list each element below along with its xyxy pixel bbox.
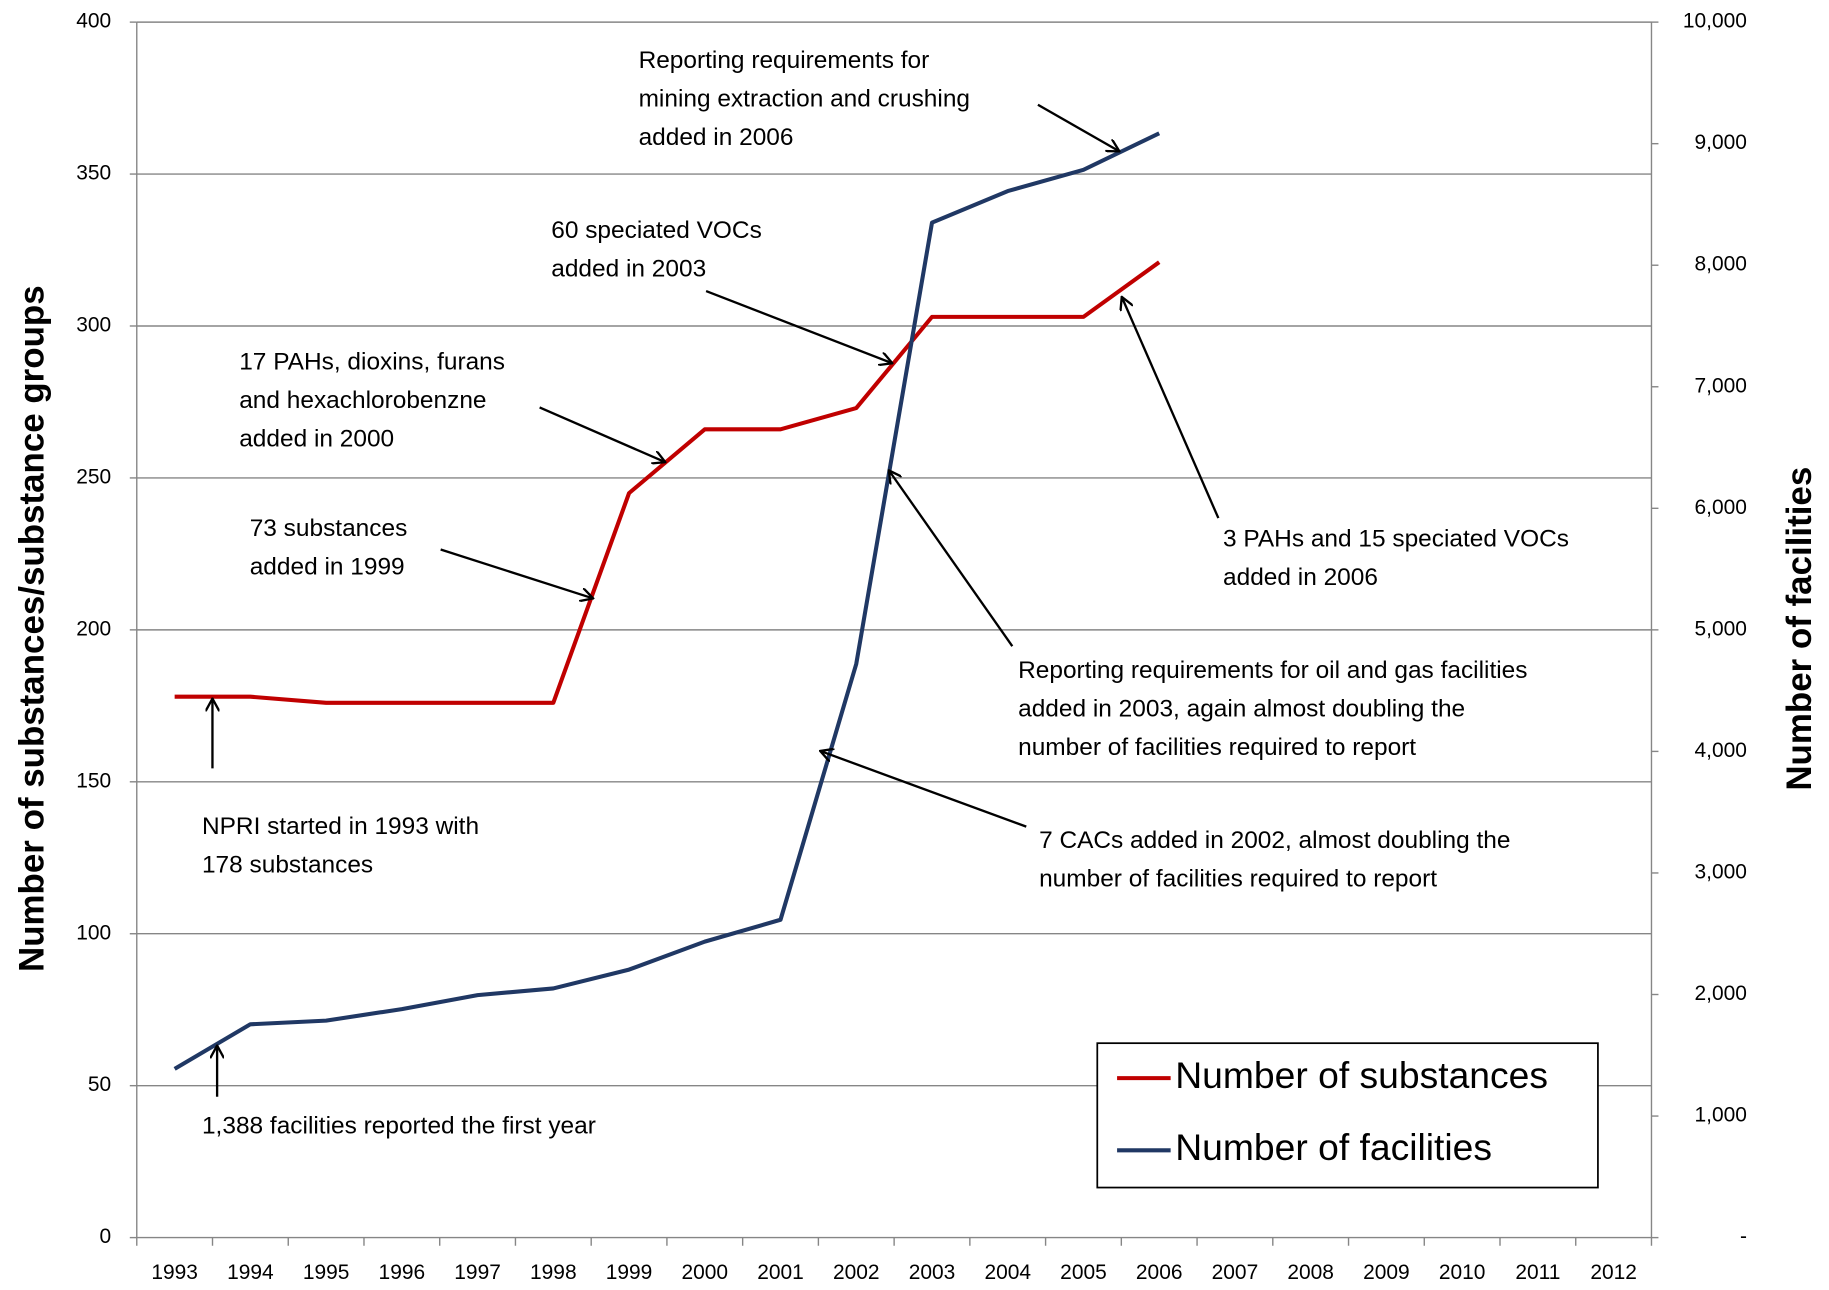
y-tick-label: 50 — [88, 1073, 111, 1096]
x-tick-label: 2001 — [757, 1261, 804, 1284]
annotation: Reporting requirements for oil and gas f… — [1018, 657, 1527, 684]
annotation: 178 substances — [202, 852, 373, 879]
annotation: 73 substances — [250, 515, 408, 542]
y-tick-label: 350 — [76, 162, 111, 185]
x-tick-label: 2009 — [1363, 1261, 1410, 1284]
annotation: 60 speciated VOCs — [551, 217, 762, 244]
y2-tick-label: 10,000 — [1683, 10, 1747, 33]
annotation: added in 1999 — [250, 554, 405, 581]
annotation-arrow — [539, 406, 666, 462]
y2-tick-label: 9,000 — [1695, 131, 1747, 154]
annotation: 7 CACs added in 2002, almost doubling th… — [1039, 827, 1510, 854]
annotation: mining extraction and crushing — [639, 86, 970, 113]
annotation: added in 2003 — [551, 256, 706, 283]
annotation-arrow — [705, 289, 892, 363]
annotation: 1,388 facilities reported the first year — [202, 1112, 596, 1139]
annotation-arrow — [1037, 103, 1119, 152]
series-line — [174, 260, 1161, 705]
legend-label: Number of facilities — [1175, 1126, 1492, 1168]
y2-tick-label: 1,000 — [1695, 1104, 1747, 1127]
x-tick-label: 2011 — [1515, 1261, 1560, 1284]
x-tick-label: 1993 — [151, 1261, 198, 1284]
legend-label: Number of substances — [1175, 1054, 1548, 1096]
annotation-arrow — [1122, 297, 1220, 519]
annotation: number of facilities required to report — [1039, 866, 1437, 893]
x-tick-label: 2005 — [1060, 1261, 1107, 1284]
y2-tick-label: 5,000 — [1695, 617, 1747, 640]
y-tick-label: 250 — [76, 465, 111, 488]
annotation: added in 2006 — [1223, 564, 1378, 591]
x-tick-label: 1995 — [303, 1261, 350, 1284]
legend-box — [1096, 1042, 1599, 1189]
annotation-arrow — [889, 470, 1014, 647]
y2-tick-label: 6,000 — [1695, 496, 1747, 519]
annotation: Reporting requirements for — [639, 47, 930, 74]
y-tick-label: 200 — [76, 617, 111, 640]
annotation: added in 2003, again almost doubling the — [1018, 696, 1465, 723]
y2-tick-label: - — [1740, 1225, 1747, 1248]
x-tick-label: 2008 — [1287, 1261, 1334, 1284]
annotation: added in 2006 — [639, 124, 794, 151]
annotation: added in 2000 — [239, 426, 394, 453]
x-tick-label: 1999 — [606, 1261, 653, 1284]
x-tick-label: 2010 — [1439, 1261, 1486, 1284]
annotation: and hexachlorobenzne — [239, 387, 486, 414]
annotation: 3 PAHs and 15 speciated VOCs — [1223, 526, 1569, 553]
annotation: 17 PAHs, dioxins, furans — [239, 349, 505, 376]
y2-tick-label: 4,000 — [1695, 739, 1747, 762]
y-tick-label: 100 — [76, 921, 111, 944]
y2-tick-label: 7,000 — [1695, 374, 1747, 397]
y2-axis-title: Number of facilities — [1780, 467, 1819, 791]
x-tick-label: 2007 — [1212, 1261, 1259, 1284]
x-tick-label: 2000 — [681, 1261, 728, 1284]
x-tick-label: 1998 — [530, 1261, 577, 1284]
x-tick-label: 2002 — [833, 1261, 880, 1284]
y-axis-title: Number of substances/substance groups — [13, 285, 52, 972]
annotation: number of facilities required to report — [1018, 734, 1416, 761]
y2-tick-label: 3,000 — [1695, 860, 1747, 883]
x-tick-label: 2004 — [984, 1261, 1031, 1284]
y-tick-label: 400 — [76, 10, 111, 33]
annotation: NPRI started in 1993 with — [202, 813, 479, 840]
y-tick-label: 0 — [100, 1225, 112, 1248]
series-line — [173, 131, 1161, 1071]
x-tick-label: 1997 — [454, 1261, 501, 1284]
annotation-arrow — [440, 548, 594, 599]
x-tick-label: 2012 — [1590, 1261, 1637, 1284]
y2-tick-label: 2,000 — [1695, 982, 1747, 1005]
y-tick-label: 150 — [76, 769, 111, 792]
x-tick-label: 2003 — [909, 1261, 956, 1284]
annotation-arrow — [820, 751, 1027, 828]
x-tick-label: 2006 — [1136, 1261, 1183, 1284]
y2-tick-label: 8,000 — [1695, 253, 1747, 276]
x-tick-label: 1996 — [379, 1261, 426, 1284]
x-tick-label: 1994 — [227, 1261, 274, 1284]
y-tick-label: 300 — [76, 314, 111, 337]
